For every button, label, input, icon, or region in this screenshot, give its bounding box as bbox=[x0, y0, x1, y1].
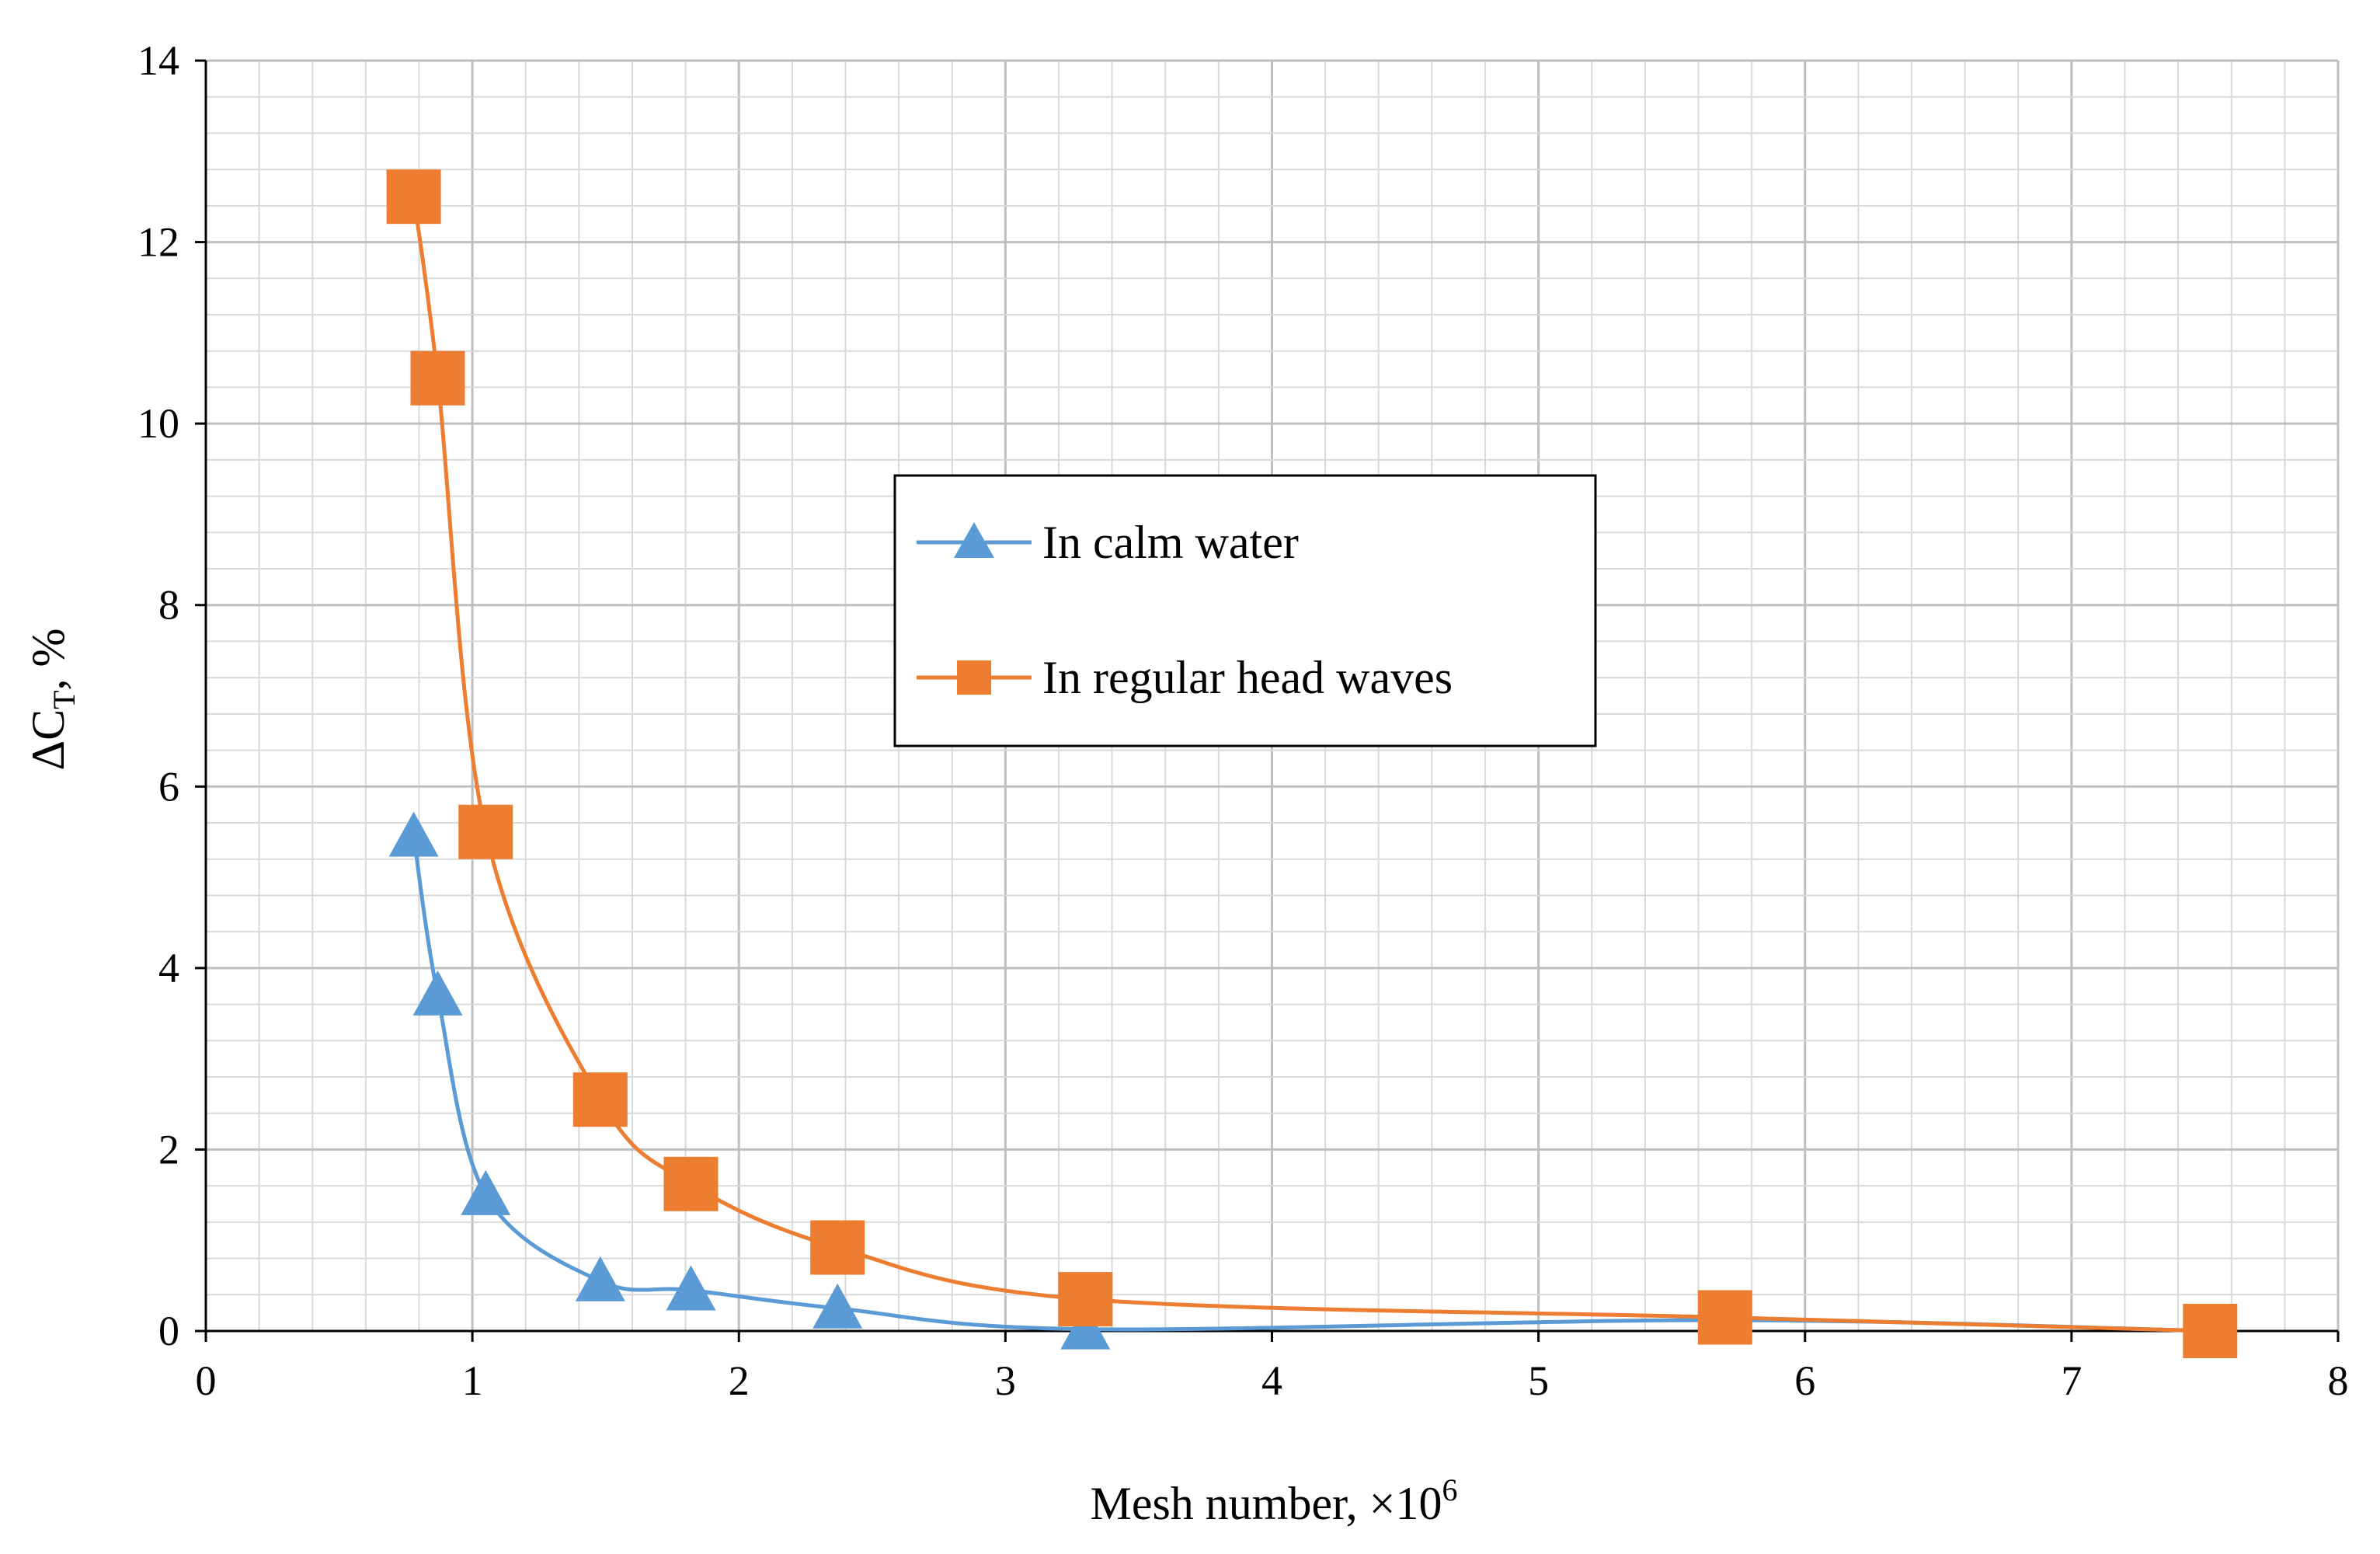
y-axis-title-text: ΔC bbox=[23, 709, 74, 771]
x-tick-label: 0 bbox=[196, 1357, 217, 1404]
x-axis-title-sup: 6 bbox=[1442, 1472, 1458, 1507]
data-point-square bbox=[810, 1220, 865, 1275]
y-tick-label: 14 bbox=[137, 37, 179, 84]
y-axis-title: ΔCT, % bbox=[23, 628, 82, 770]
data-point-square bbox=[410, 350, 465, 406]
legend-triangle-marker bbox=[954, 522, 994, 558]
x-axis-title: Mesh number, ×106 bbox=[1090, 1472, 1457, 1529]
legend-label-head-waves: In regular head waves bbox=[1042, 652, 1453, 703]
data-point-square bbox=[458, 804, 513, 859]
x-tick-label: 1 bbox=[462, 1357, 483, 1404]
legend-label-calm-water: In calm water bbox=[1042, 517, 1299, 568]
y-axis-title-suffix: , % bbox=[23, 628, 74, 690]
x-tick-label: 6 bbox=[1794, 1357, 1815, 1404]
data-point-triangle bbox=[575, 1256, 625, 1301]
x-tick-label: 3 bbox=[995, 1357, 1016, 1404]
legend: In calm water In regular head waves bbox=[893, 474, 1597, 747]
legend-item-head-waves: In regular head waves bbox=[917, 652, 1453, 703]
data-point-square bbox=[1697, 1290, 1752, 1345]
data-point-triangle bbox=[388, 811, 439, 857]
series-calm-water bbox=[388, 811, 2236, 1351]
legend-item-calm-water: In calm water bbox=[917, 517, 1299, 568]
x-tick-label: 7 bbox=[2061, 1357, 2082, 1404]
legend-square-marker bbox=[957, 660, 991, 695]
y-tick-label: 12 bbox=[137, 219, 179, 266]
series-head-waves bbox=[386, 169, 2238, 1358]
data-point-triangle bbox=[461, 1169, 511, 1215]
x-tick-label: 8 bbox=[2328, 1357, 2349, 1404]
data-point-square bbox=[663, 1156, 719, 1211]
y-tick-label: 2 bbox=[158, 1126, 179, 1172]
series-line-head-waves bbox=[412, 196, 2211, 1333]
y-tick-label: 0 bbox=[158, 1308, 179, 1354]
data-point-square bbox=[1058, 1272, 1113, 1327]
data-point-triangle bbox=[1060, 1304, 1111, 1350]
y-tick-label: 8 bbox=[158, 582, 179, 629]
x-tick-label: 2 bbox=[729, 1357, 750, 1404]
x-tick-label: 5 bbox=[1528, 1357, 1549, 1404]
data-point-square bbox=[572, 1072, 628, 1127]
series-line-calm-water bbox=[412, 836, 2211, 1333]
data-point-triangle bbox=[812, 1283, 863, 1329]
y-tick-label: 4 bbox=[158, 945, 179, 991]
y-tick-label: 6 bbox=[158, 763, 179, 810]
series-layer bbox=[386, 169, 2238, 1358]
x-tick-label: 4 bbox=[1261, 1357, 1282, 1404]
y-tick-label: 10 bbox=[137, 400, 179, 447]
y-axis-title-sub: T bbox=[47, 690, 82, 709]
data-point-triangle bbox=[412, 970, 463, 1016]
data-point-triangle bbox=[666, 1265, 716, 1311]
data-point-square bbox=[2183, 1304, 2238, 1358]
x-axis-title-text: Mesh number, ×10 bbox=[1090, 1478, 1442, 1529]
legend-box bbox=[893, 474, 1597, 747]
data-point-square bbox=[386, 169, 441, 225]
